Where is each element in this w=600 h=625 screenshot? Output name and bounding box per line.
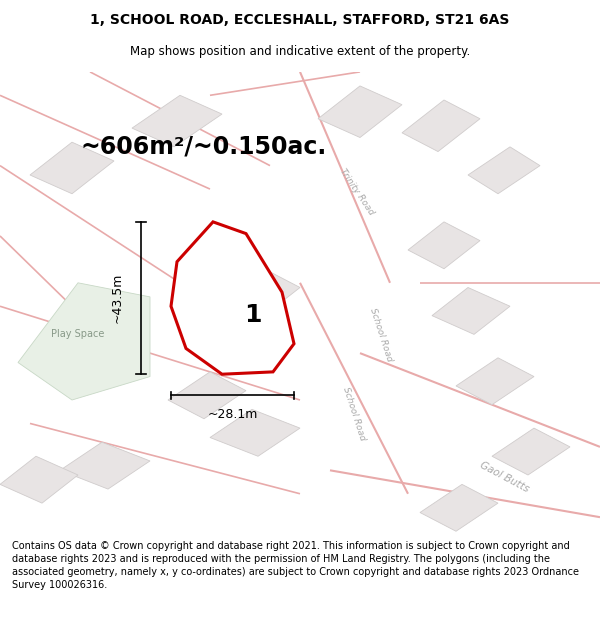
- Polygon shape: [420, 484, 498, 531]
- Polygon shape: [210, 325, 282, 372]
- Polygon shape: [0, 456, 78, 503]
- Polygon shape: [456, 357, 534, 405]
- Text: Trinity Road: Trinity Road: [338, 166, 376, 216]
- Polygon shape: [402, 100, 480, 151]
- Polygon shape: [408, 222, 480, 269]
- Polygon shape: [492, 428, 570, 475]
- Text: School Road: School Road: [368, 306, 394, 362]
- Polygon shape: [168, 372, 246, 419]
- Text: ~43.5m: ~43.5m: [110, 273, 124, 323]
- Text: Map shows position and indicative extent of the property.: Map shows position and indicative extent…: [130, 45, 470, 58]
- Text: 1: 1: [245, 303, 262, 328]
- Polygon shape: [171, 222, 294, 374]
- Text: ~606m²/~0.150ac.: ~606m²/~0.150ac.: [81, 135, 327, 159]
- Text: Play Space: Play Space: [52, 329, 104, 339]
- Polygon shape: [318, 86, 402, 138]
- Polygon shape: [18, 282, 150, 400]
- Polygon shape: [132, 95, 222, 147]
- Text: School Road: School Road: [341, 386, 367, 442]
- Text: Contains OS data © Crown copyright and database right 2021. This information is : Contains OS data © Crown copyright and d…: [12, 541, 579, 590]
- Polygon shape: [30, 142, 114, 194]
- Polygon shape: [468, 147, 540, 194]
- Text: Gaol Butts: Gaol Butts: [478, 460, 530, 494]
- Polygon shape: [210, 409, 300, 456]
- Text: ~28.1m: ~28.1m: [208, 408, 257, 421]
- Polygon shape: [432, 288, 510, 334]
- Polygon shape: [60, 442, 150, 489]
- Text: 1, SCHOOL ROAD, ECCLESHALL, STAFFORD, ST21 6AS: 1, SCHOOL ROAD, ECCLESHALL, STAFFORD, ST…: [91, 13, 509, 27]
- Polygon shape: [228, 269, 300, 316]
